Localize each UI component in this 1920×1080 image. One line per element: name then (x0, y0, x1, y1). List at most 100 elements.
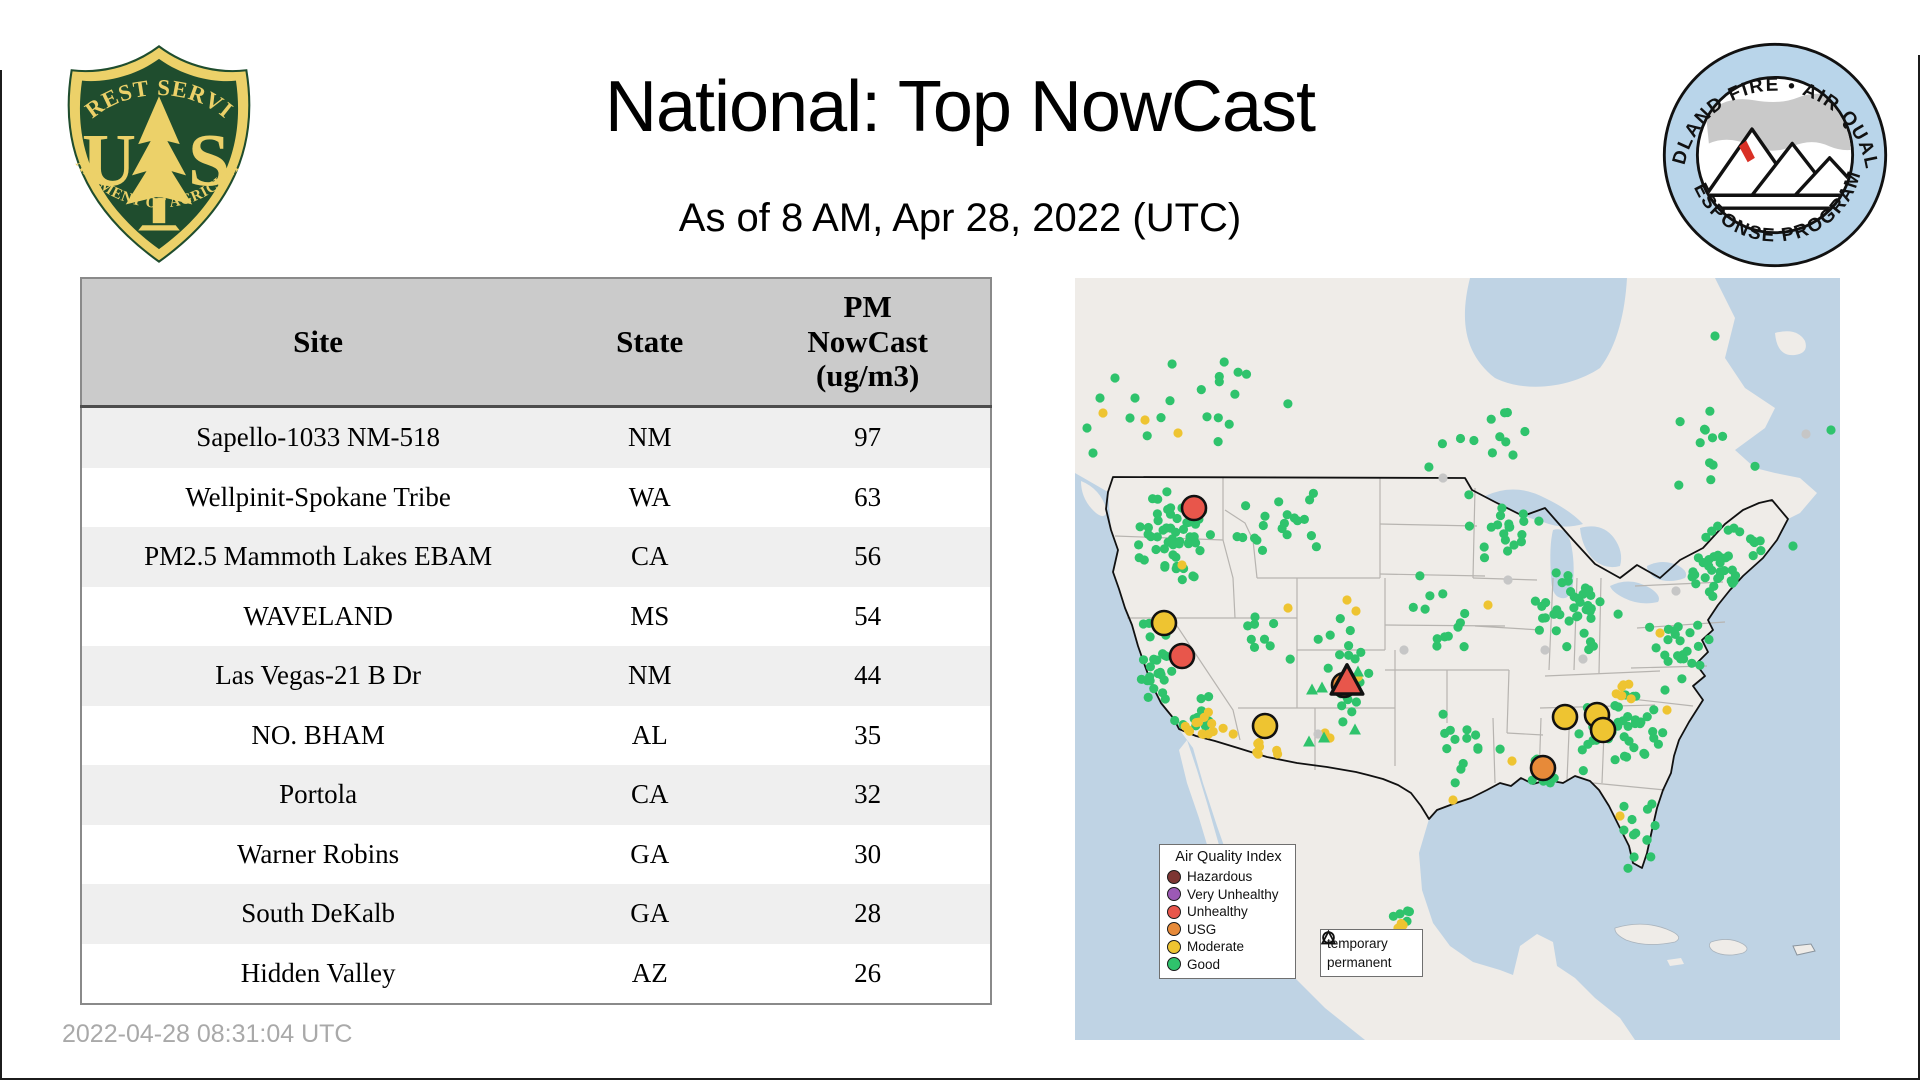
monitor-dot (1700, 425, 1710, 435)
monitor-dot (1130, 393, 1140, 403)
pm-nowcast-column-header: PM NowCast (ug/m3) (745, 278, 991, 408)
monitor-dot (1159, 544, 1169, 554)
monitor-dot (1165, 396, 1175, 406)
monitor-dot (1788, 541, 1798, 551)
monitor-dot (1534, 516, 1544, 526)
value-cell: 97 (854, 422, 882, 453)
usfs-letter-u: U (82, 120, 136, 203)
site-cell: Warner Robins (237, 838, 400, 869)
monitor-dot (1707, 433, 1718, 443)
monitor-dot (1677, 674, 1687, 684)
monitor-dot (1495, 511, 1506, 521)
monitor-dot (1395, 909, 1405, 919)
monitor-dot (1174, 539, 1184, 549)
aqi-legend-label: Moderate (1187, 939, 1245, 955)
unhealthy-swatch-icon (1167, 904, 1181, 919)
monitor-dot (1685, 628, 1695, 638)
monitor-dot (1338, 717, 1348, 727)
monitor-dot (1173, 428, 1183, 438)
monitor-dot (1260, 511, 1270, 521)
site-cell: South DeKalb (241, 898, 395, 929)
monitor-dot (1149, 684, 1159, 694)
monitor-dot (1163, 537, 1173, 547)
monitor-dot (1629, 743, 1639, 753)
state-cell: GA (630, 898, 670, 929)
moderate-swatch-icon (1167, 939, 1181, 954)
table-row: Hidden Valley AZ 26 (81, 943, 991, 1004)
monitor-dot (1645, 622, 1655, 632)
monitor-dot (1619, 825, 1629, 835)
monitor-dot (1146, 532, 1156, 542)
monitor-dot (1540, 613, 1550, 623)
monitor-dot (1143, 692, 1153, 702)
permanent-monitor-triangle (1316, 681, 1328, 693)
monitor-dot (1698, 558, 1708, 568)
monitor-dot (1337, 701, 1347, 711)
state-cell: WA (628, 481, 671, 512)
monitor-dot (1650, 820, 1660, 831)
monitor-dot (1574, 729, 1584, 739)
monitor-type-label: permanent (1327, 955, 1392, 970)
monitor-dot (1213, 413, 1223, 423)
monitor-dot (1277, 523, 1287, 534)
state-column-header: State (554, 278, 746, 408)
monitor-dot (1502, 407, 1512, 418)
monitor-dot (1335, 650, 1345, 660)
monitor-dot (1687, 658, 1697, 668)
monitor-dot (1195, 546, 1205, 556)
very_unhealthy-swatch-icon (1167, 887, 1181, 902)
state-cell: NM (627, 422, 672, 453)
usfs-letter-s: S (188, 120, 230, 203)
value-cell: 56 (854, 541, 882, 572)
monitor-dot (1098, 408, 1108, 418)
monitor-dot (1249, 642, 1260, 652)
site-marker-circle (1551, 703, 1579, 731)
monitor-dot (1718, 431, 1728, 441)
monitor-dot (1364, 668, 1374, 678)
monitor-dot (1249, 619, 1260, 629)
monitor-dot (1299, 514, 1309, 524)
monitor-dot (1551, 568, 1561, 578)
monitor-dot (1254, 742, 1265, 752)
monitor-dot (1557, 578, 1567, 588)
monitor-dot (1755, 536, 1765, 546)
monitor-dot (1627, 814, 1637, 825)
monitor-dot (1351, 606, 1361, 616)
monitor-dot (1503, 575, 1513, 585)
monitor-dot (1530, 596, 1540, 606)
wfaqrp-logo-icon: WILDLAND FIRE • AIR QUALITY RESPONSE PRO… (1650, 24, 1888, 268)
monitor-dot (1505, 522, 1515, 532)
monitor-dot (1246, 634, 1256, 644)
monitor-dot (1203, 707, 1213, 717)
monitor-dot (1140, 415, 1150, 425)
monitor-dot (1588, 641, 1598, 651)
monitor-dot (1562, 642, 1572, 652)
monitor-dot (1630, 718, 1640, 729)
usfs-shield-icon: FOREST SERVICE U S DEPARTMENT OF AGRICUL… (46, 22, 251, 263)
table-row: Warner Robins GA 30 (81, 824, 991, 884)
monitor-dot (1145, 662, 1155, 672)
aqi-legend-item: Good (1167, 956, 1290, 974)
monitor-dot (1241, 369, 1252, 379)
monitor-dot (1705, 458, 1715, 468)
monitor-dot (1313, 729, 1323, 739)
aqi-legend-label: Unhealthy (1187, 904, 1248, 920)
monitor-dot (1450, 778, 1460, 788)
monitor-dot (1305, 495, 1315, 505)
good-swatch-icon (1167, 957, 1181, 972)
monitor-dot (1282, 510, 1292, 520)
monitor-dot (1551, 626, 1561, 636)
monitor-dot (1230, 389, 1240, 399)
monitor-dot (1448, 795, 1458, 805)
table-header-row: Site State PM NowCast (ug/m3) (81, 278, 991, 408)
monitor-dot (1151, 544, 1161, 555)
monitor-dot (1479, 553, 1490, 563)
monitor-dot (1420, 604, 1430, 614)
monitor-dot (1145, 632, 1155, 642)
monitor-dot (1160, 650, 1170, 660)
monitor-dot (1520, 426, 1530, 437)
monitor-dot (1674, 480, 1684, 490)
monitor-dot (1082, 423, 1092, 433)
monitor-dot (1473, 743, 1483, 753)
us-outline (1105, 476, 1789, 869)
